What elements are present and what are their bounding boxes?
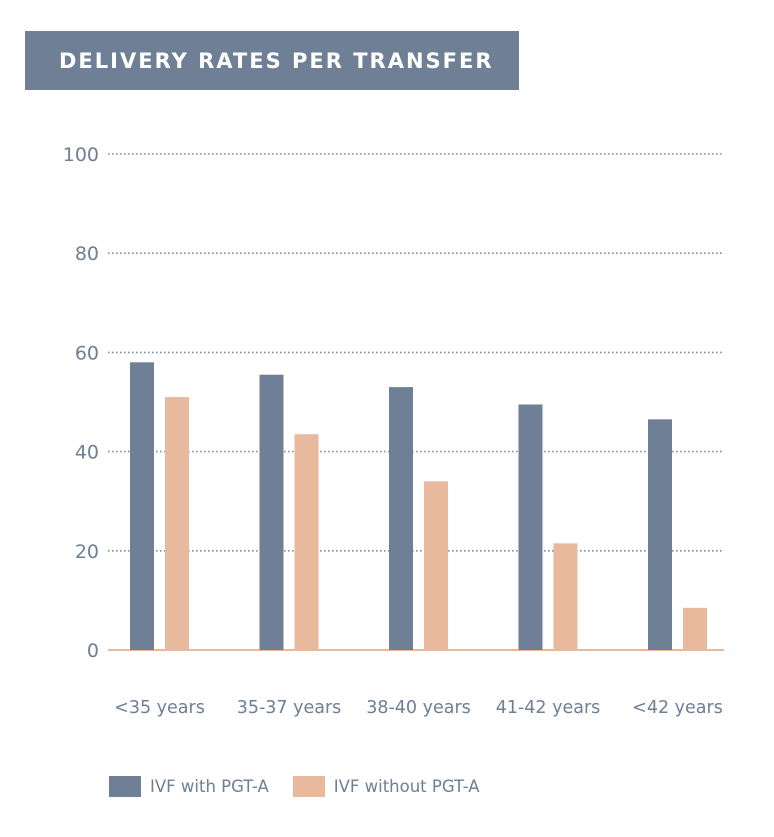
chart-title-bar: DELIVERY RATES PER TRANSFER (25, 31, 519, 90)
x-tick-label-1: 35-37 years (237, 698, 342, 718)
x-tick-label-3: 41-42 years (496, 698, 601, 718)
bar-with-pgta-1 (259, 374, 284, 650)
bar-with-pgta-0 (130, 362, 154, 650)
bar-with-pgta-4 (648, 419, 672, 650)
bar-without-pgta-0 (165, 397, 189, 650)
chart-title: DELIVERY RATES PER TRANSFER (59, 48, 494, 73)
legend-swatch-with-pgta (109, 776, 141, 797)
legend-item-with-pgta: IVF with PGT-A (109, 776, 269, 797)
bar-without-pgta-1 (294, 434, 319, 650)
legend: IVF with PGT-A IVF without PGT-A (109, 776, 504, 797)
y-tick-label-60: 60 (75, 342, 99, 364)
y-tick-label-20: 20 (75, 541, 99, 563)
legend-label-with-pgta: IVF with PGT-A (150, 777, 269, 796)
x-tick-label-4: <42 years (632, 698, 723, 718)
legend-item-without-pgta: IVF without PGT-A (292, 776, 480, 797)
y-tick-label-80: 80 (75, 243, 99, 265)
x-tick-label-2: 38-40 years (366, 698, 471, 718)
y-tick-label-0: 0 (87, 640, 99, 662)
bar-without-pgta-2 (424, 481, 448, 650)
bar-with-pgta-2 (389, 387, 413, 650)
legend-label-without-pgta: IVF without PGT-A (333, 777, 480, 796)
bar-without-pgta-4 (683, 607, 707, 650)
bar-without-pgta-3 (553, 543, 578, 650)
y-tick-label-40: 40 (75, 442, 99, 464)
y-tick-label-100: 100 (63, 144, 99, 166)
x-tick-label-0: <35 years (114, 698, 205, 718)
legend-swatch-without-pgta (292, 776, 325, 797)
bar-with-pgta-3 (518, 404, 543, 650)
